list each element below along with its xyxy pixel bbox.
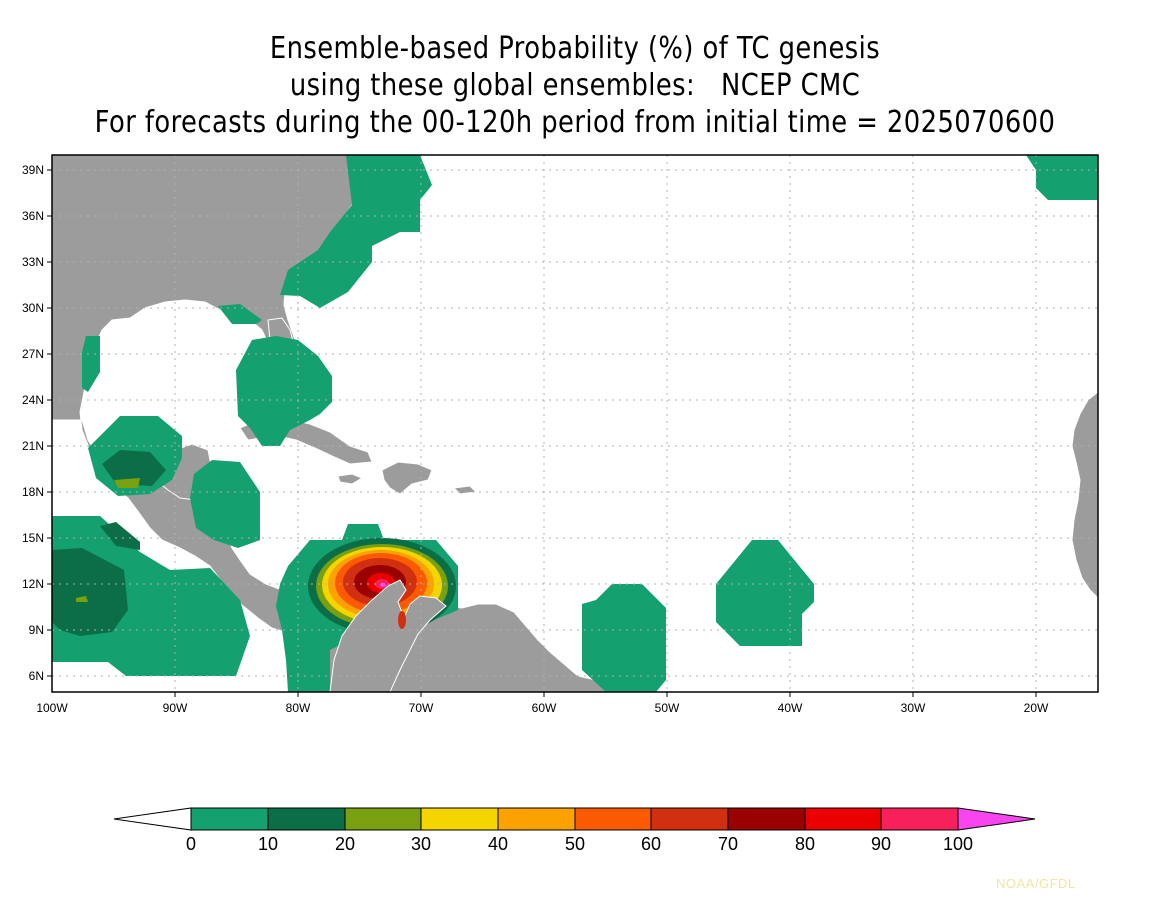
lon-label: 50W bbox=[655, 701, 680, 715]
colorbar-label: 100 bbox=[943, 834, 973, 854]
lat-label: 9N bbox=[29, 623, 44, 637]
longitude-labels: 100W 90W 80W 70W 60W 50W 40W 30W 20W bbox=[36, 701, 1049, 715]
lat-label: 6N bbox=[29, 669, 44, 683]
map-frame bbox=[51, 154, 1099, 693]
colorbar-bin-20-30 bbox=[344, 807, 422, 831]
colorbar-bin-10-20 bbox=[267, 807, 346, 831]
title-line-3: For forecasts during the 00-120h period … bbox=[94, 105, 1056, 140]
lat-label: 36N bbox=[22, 209, 44, 223]
land-puerto-rico bbox=[452, 485, 478, 495]
lat-label: 33N bbox=[22, 255, 44, 269]
lon-label: 60W bbox=[532, 701, 557, 715]
colorbar-label: 10 bbox=[258, 834, 278, 854]
lat-label: 27N bbox=[22, 347, 44, 361]
latitude-labels: 39N 36N 33N 30N 27N 24N 21N 18N 15N 12N … bbox=[22, 163, 44, 683]
contour-gulf-north bbox=[218, 304, 262, 324]
contour-florida bbox=[236, 336, 332, 446]
lat-label: 39N bbox=[22, 163, 44, 177]
colorbar-label: 80 bbox=[795, 834, 815, 854]
contour-pacific-dark-north bbox=[100, 522, 140, 550]
title-line-2: using these global ensembles: NCEP CMC bbox=[289, 68, 861, 103]
contour-honduras bbox=[190, 460, 260, 548]
contour-us-east-coast bbox=[280, 155, 432, 308]
contour-pacific-inner bbox=[52, 548, 128, 636]
contour-bay-campeche-inner bbox=[102, 450, 166, 486]
lat-label: 21N bbox=[22, 439, 44, 453]
lon-label: 30W bbox=[901, 701, 926, 715]
lat-label: 15N bbox=[22, 531, 44, 545]
chart-title: Ensemble-based Probability (%) of TC gen… bbox=[0, 30, 1150, 141]
land-guajira bbox=[329, 579, 447, 692]
contour-bay-campeche-core bbox=[114, 478, 140, 488]
lon-label: 20W bbox=[1024, 701, 1049, 715]
colorbar-bin-70-80 bbox=[727, 807, 806, 831]
colorbar-label: 70 bbox=[718, 834, 738, 854]
lat-label: 30N bbox=[22, 301, 44, 315]
colorbar-label: 20 bbox=[335, 834, 355, 854]
colorbar-bin-90-100 bbox=[880, 807, 959, 831]
colorbar-label: 0 bbox=[186, 834, 196, 854]
contour-atlantic-mid bbox=[582, 584, 666, 692]
colorbar-bin-0-10 bbox=[190, 807, 269, 831]
credit-label: NOAA/GFDL bbox=[996, 876, 1076, 891]
colorbar-label: 50 bbox=[565, 834, 585, 854]
hotspot-lake-maracaibo bbox=[398, 611, 406, 629]
lat-ticks bbox=[47, 169, 52, 677]
genesis-hotspot bbox=[308, 538, 456, 692]
colorbar-bin-50-60 bbox=[574, 807, 652, 831]
contour-gulf-west bbox=[82, 336, 100, 392]
colorbar-label: 90 bbox=[871, 834, 891, 854]
lat-label: 24N bbox=[22, 393, 44, 407]
lon-label: 80W bbox=[286, 701, 311, 715]
lon-label: 100W bbox=[36, 701, 68, 715]
contour-atlantic-east bbox=[716, 540, 814, 646]
colorbar-labels: 0 10 20 30 40 50 60 70 80 90 100 bbox=[186, 834, 973, 854]
colorbar-label: 60 bbox=[641, 834, 661, 854]
land-africa bbox=[1071, 391, 1098, 599]
colorbar-label: 40 bbox=[488, 834, 508, 854]
colorbar-bin-80-90 bbox=[804, 807, 882, 831]
colorbar-high-arrow bbox=[957, 807, 1036, 831]
land-jamaica bbox=[337, 473, 364, 485]
lon-label: 70W bbox=[409, 701, 434, 715]
lon-ticks bbox=[174, 692, 1037, 697]
contour-far-east bbox=[1026, 155, 1098, 200]
colorbar-bin-40-50 bbox=[497, 807, 576, 831]
lat-label: 18N bbox=[22, 485, 44, 499]
colorbar bbox=[113, 807, 1036, 831]
colorbar-low-arrow bbox=[113, 807, 192, 831]
colorbar-bin-30-40 bbox=[420, 807, 499, 831]
lon-label: 90W bbox=[163, 701, 188, 715]
land-hispaniola bbox=[381, 461, 433, 495]
lon-label: 40W bbox=[778, 701, 803, 715]
lat-label: 12N bbox=[22, 577, 44, 591]
contour-pacific bbox=[52, 516, 250, 676]
title-line-1: Ensemble-based Probability (%) of TC gen… bbox=[269, 31, 881, 66]
contour-pacific-core bbox=[76, 596, 88, 602]
colorbar-bin-60-70 bbox=[650, 807, 729, 831]
colorbar-label: 30 bbox=[411, 834, 431, 854]
